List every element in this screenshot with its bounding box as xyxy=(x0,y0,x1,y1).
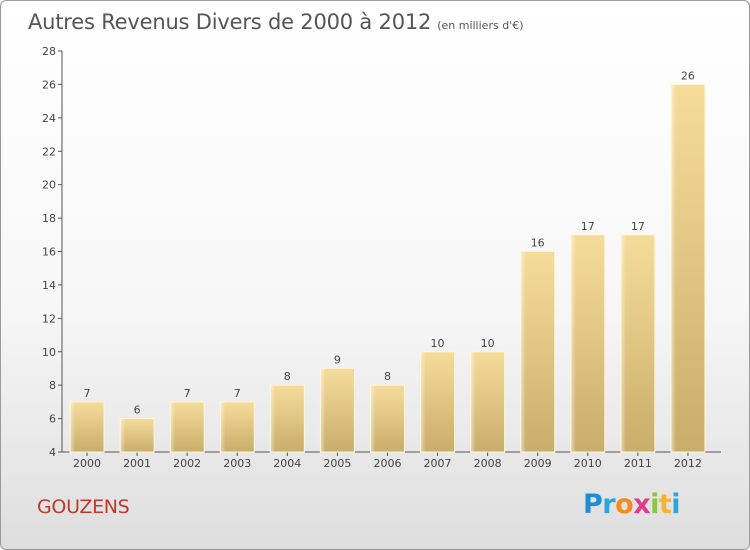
bar-highlight xyxy=(570,234,605,452)
value-label: 7 xyxy=(184,387,191,400)
y-tick-label: 20 xyxy=(42,179,56,192)
y-tick-label: 28 xyxy=(42,45,56,58)
y-tick-label: 24 xyxy=(42,112,56,125)
x-tick-label: 2003 xyxy=(223,457,251,470)
bar-highlight xyxy=(70,401,104,452)
bar-highlight xyxy=(320,368,355,452)
bar-highlight xyxy=(520,251,555,452)
value-labels: 7 6 7 7 8 9 8 10 10 16 17 17 26 xyxy=(84,69,695,416)
y-tick-label: 10 xyxy=(42,346,56,359)
bar-highlight xyxy=(670,84,705,453)
y-tick-label: 8 xyxy=(49,379,56,392)
bar-highlight xyxy=(470,351,505,452)
bar-highlight xyxy=(120,418,155,452)
logo-letter-3: x xyxy=(633,489,651,520)
value-label: 10 xyxy=(481,337,495,350)
y-tick-label: 18 xyxy=(42,212,56,225)
logo-letter-5: t xyxy=(658,489,672,520)
y-tick-label: 4 xyxy=(49,446,56,459)
x-tick-label: 2000 xyxy=(73,457,101,470)
logo-letter-6: i xyxy=(671,489,681,520)
x-tick-label: 2005 xyxy=(323,457,351,470)
bar-highlight xyxy=(420,351,455,452)
x-tick-label: 2011 xyxy=(624,457,652,470)
bar-highlight xyxy=(370,385,405,452)
axes: 4 6 8 10 12 14 16 18 20 22 24 26 28 2000 2001 2002 2003 2… xyxy=(42,45,721,470)
value-label: 8 xyxy=(384,370,391,383)
proxiti-logo: Proxiti xyxy=(583,489,681,520)
x-tick-label: 2007 xyxy=(424,457,452,470)
title-main: Autres Revenus Divers de 2000 à 2012 xyxy=(28,10,432,34)
chart-title: Autres Revenus Divers de 2000 à 2012 (en … xyxy=(28,10,523,34)
value-label: 10 xyxy=(431,337,445,350)
y-tick-label: 6 xyxy=(49,413,56,426)
value-label: 8 xyxy=(284,370,291,383)
commune-name: GOUZENS xyxy=(37,496,130,518)
x-tick-label: 2010 xyxy=(574,457,602,470)
value-label: 9 xyxy=(334,353,341,366)
logo-letter-1: r xyxy=(602,489,616,520)
y-tick-label: 14 xyxy=(42,279,56,292)
bar-highlight xyxy=(170,401,205,452)
y-tick-label: 22 xyxy=(42,145,56,158)
value-label: 7 xyxy=(84,387,91,400)
title-unit: (en milliers d'€) xyxy=(437,19,524,32)
value-label: 26 xyxy=(681,69,695,82)
x-tick-label: 2002 xyxy=(173,457,201,470)
value-label: 7 xyxy=(234,387,241,400)
logo-letter-2: o xyxy=(615,489,634,520)
value-label: 17 xyxy=(631,220,645,233)
x-tick-label: 2004 xyxy=(273,457,301,470)
bar-highlight xyxy=(220,401,255,452)
y-tick-label: 16 xyxy=(42,246,56,259)
logo-letter-4: i xyxy=(650,489,659,520)
logo-letter-0: P xyxy=(583,489,603,520)
x-tick-label: 2009 xyxy=(524,457,552,470)
value-label: 16 xyxy=(531,237,545,250)
x-tick-label: 2008 xyxy=(474,457,502,470)
value-label: 17 xyxy=(581,220,595,233)
x-tick-label: 2006 xyxy=(373,457,401,470)
value-label: 6 xyxy=(134,404,141,417)
y-tick-label: 26 xyxy=(42,78,56,91)
y-tick-label: 12 xyxy=(42,312,56,325)
x-tick-label: 2012 xyxy=(674,457,702,470)
bar-highlight xyxy=(620,234,655,452)
x-tick-label: 2001 xyxy=(123,457,151,470)
bars xyxy=(69,83,706,453)
bar-highlight xyxy=(270,385,305,452)
